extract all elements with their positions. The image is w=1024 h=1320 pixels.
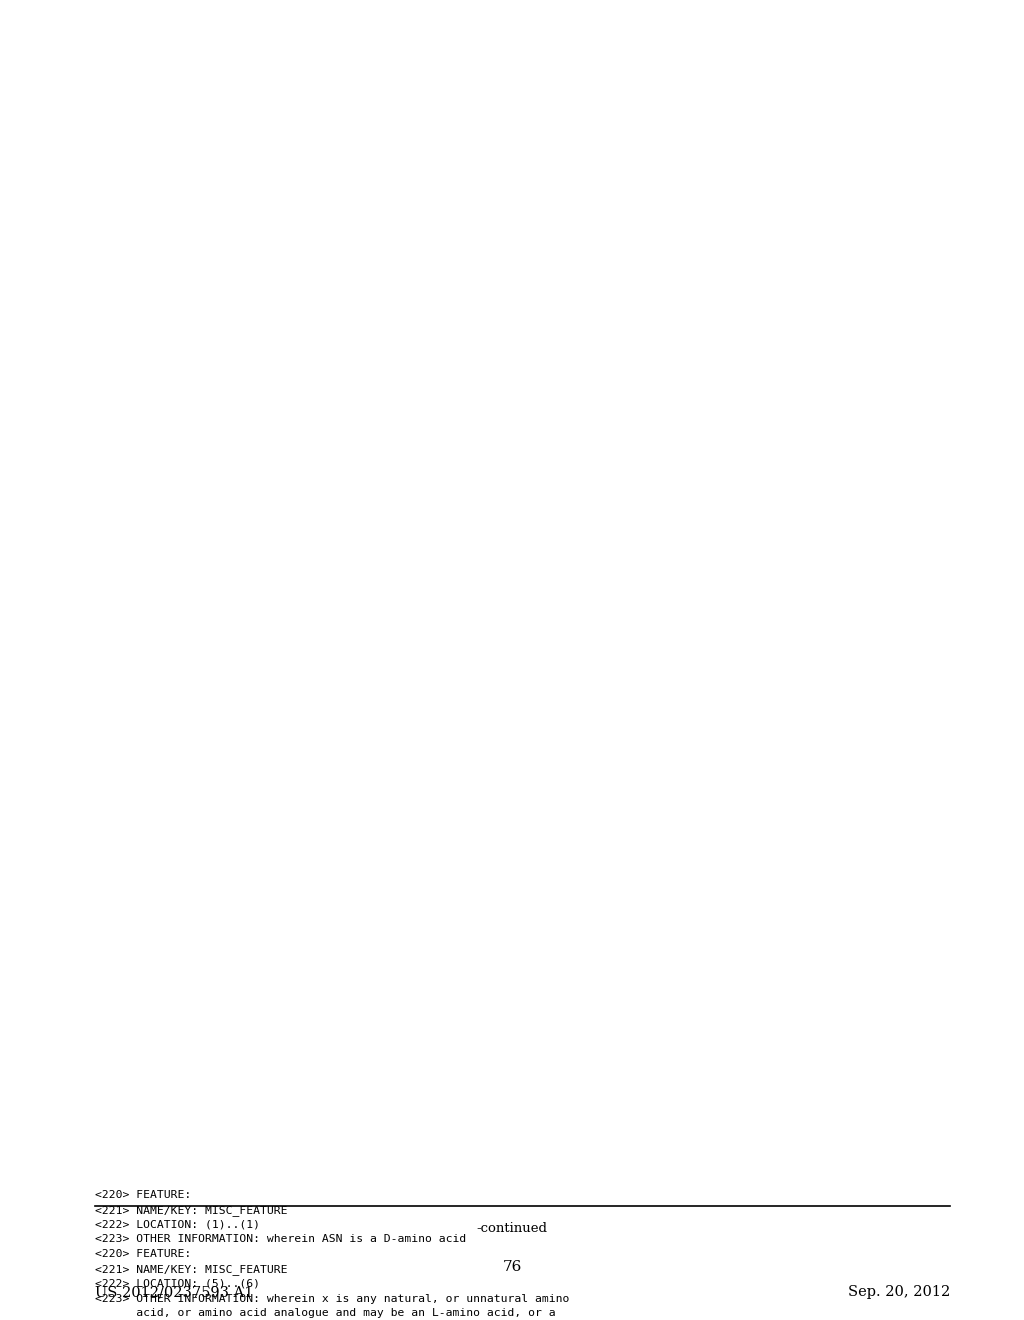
Text: 76: 76 xyxy=(503,1261,521,1274)
Text: Sep. 20, 2012: Sep. 20, 2012 xyxy=(848,1284,950,1299)
Text: <223> OTHER INFORMATION: wherein ASN is a D-amino acid: <223> OTHER INFORMATION: wherein ASN is … xyxy=(95,1234,466,1245)
Text: <220> FEATURE:: <220> FEATURE: xyxy=(95,1249,191,1259)
Text: -continued: -continued xyxy=(476,1222,548,1236)
Text: <222> LOCATION: (1)..(1): <222> LOCATION: (1)..(1) xyxy=(95,1220,260,1230)
Text: US 2012/0237593 A1: US 2012/0237593 A1 xyxy=(95,1284,253,1299)
Text: <221> NAME/KEY: MISC_FEATURE: <221> NAME/KEY: MISC_FEATURE xyxy=(95,1205,288,1216)
Text: <222> LOCATION: (5)..(6): <222> LOCATION: (5)..(6) xyxy=(95,1279,260,1288)
Text: <223> OTHER INFORMATION: wherein x is any natural, or unnatural amino: <223> OTHER INFORMATION: wherein x is an… xyxy=(95,1294,569,1304)
Text: <221> NAME/KEY: MISC_FEATURE: <221> NAME/KEY: MISC_FEATURE xyxy=(95,1265,288,1275)
Text: acid, or amino acid analogue and may be an L-amino acid, or a: acid, or amino acid analogue and may be … xyxy=(95,1308,556,1319)
Text: <220> FEATURE:: <220> FEATURE: xyxy=(95,1191,191,1200)
